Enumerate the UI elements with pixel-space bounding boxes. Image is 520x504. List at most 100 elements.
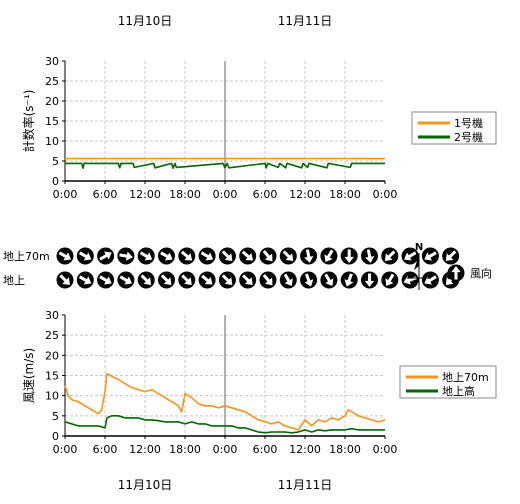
x-tick-label: 0:00: [213, 188, 238, 201]
y-tick-label: 10: [45, 390, 59, 403]
wind-arrow-icon: [421, 271, 439, 289]
y-axis-label: 計数率(s⁻¹): [21, 90, 36, 153]
wind-arrow-icon: [76, 271, 94, 289]
arrow-glyph: [78, 275, 92, 285]
x-tick-label: 6:00: [93, 188, 118, 201]
arrow-glyph: [344, 273, 354, 287]
x-tick-label: 12:00: [129, 443, 161, 456]
arrow-glyph: [58, 251, 72, 261]
x-tick-label: 18:00: [169, 188, 201, 201]
arrow-glyph: [262, 274, 273, 286]
y-tick-label: 30: [45, 309, 59, 322]
arrow-glyph: [241, 250, 254, 261]
arrow-glyph: [119, 275, 132, 285]
wind-arrow-icon: [97, 247, 115, 265]
wind-row-label-1: 地上70m: [3, 250, 50, 263]
legend-label-2: 2号機: [454, 130, 483, 144]
legend-label-2: 地上高: [442, 384, 475, 398]
arrow-glyph: [304, 273, 314, 287]
y-tick-label: 0: [52, 430, 59, 443]
x-tick-label: 0:00: [53, 188, 78, 201]
wind-arrow-icon: [158, 271, 175, 289]
wind-arrow-icon: [218, 271, 236, 289]
wind-arrow-icon: [117, 247, 135, 265]
arrow-glyph: [201, 274, 213, 285]
wind-arrow-icon: [320, 247, 338, 265]
x-tick-label: 6:00: [253, 443, 278, 456]
arrow-glyph: [404, 251, 417, 261]
wind-arrow-icon: [56, 271, 74, 289]
wind-arrow-icon: [361, 271, 378, 289]
north-compass-arrow: [414, 255, 419, 270]
arrow-glyph: [160, 251, 173, 261]
wind-arrow-icon: [178, 247, 196, 265]
arrow-glyph: [242, 274, 253, 285]
arrow-glyph: [324, 273, 334, 287]
wind-arrow-icon: [56, 247, 74, 265]
wind-arrow-icon: [259, 247, 277, 265]
arrow-glyph: [364, 273, 375, 287]
y-axis-label: 風速(m/s): [22, 348, 36, 403]
arrow-glyph: [99, 275, 112, 285]
wind-arrow-icon: [279, 247, 297, 265]
wind-arrow-icon: [381, 271, 399, 289]
legend-label-1: 地上70m: [442, 371, 489, 384]
wind-legend-arrow-icon: [447, 264, 465, 282]
wind-arrow-icon: [340, 247, 358, 265]
arrow-glyph: [451, 266, 461, 280]
wind-legend-label: 風向: [470, 266, 492, 280]
series-line-1: [64, 372, 386, 431]
arrow-glyph: [304, 249, 314, 263]
count-rate-chart: 0 5 10 15 20 25 30 0:00 6:00 12:00 18:00 0:00 6:00 12…: [21, 55, 497, 201]
arrow-glyph: [221, 274, 233, 285]
y-tick-label: 5: [52, 155, 59, 168]
wind-arrow-icon: [401, 271, 419, 289]
wind-arrow-icon: [239, 271, 257, 289]
wind-arrow-icon: [97, 271, 115, 289]
wind-arrow-icon: [198, 271, 216, 289]
arrow-glyph: [119, 251, 133, 261]
arrow-glyph: [384, 250, 396, 261]
x-tick-label: 18:00: [329, 188, 361, 201]
arrow-glyph: [344, 249, 354, 263]
date-labels-bottom: 11月10日 11月11日: [118, 478, 333, 492]
x-tick-label: 18:00: [169, 443, 201, 456]
arrow-glyph: [262, 250, 273, 262]
wind-arrow-icon: [137, 271, 155, 289]
wind-arrow-icon: [117, 271, 135, 289]
wind-arrow-icon: [300, 271, 318, 289]
x-tick-label: 18:00: [329, 443, 361, 456]
x-tick-label: 0:00: [53, 443, 78, 456]
x-tick-label: 12:00: [289, 443, 321, 456]
arrow-glyph: [139, 251, 153, 261]
arrow-glyph: [99, 251, 112, 261]
x-tick-label: 6:00: [93, 443, 118, 456]
series-line-2: [65, 162, 385, 169]
legend-box: [411, 111, 497, 145]
y-tick-label: 15: [45, 370, 59, 383]
y-tick-label: 10: [45, 135, 59, 148]
x-tick-label: 6:00: [253, 188, 278, 201]
date-label-top-day1: 11月10日: [118, 14, 173, 28]
wind-arrow-icon: [158, 247, 175, 265]
arrow-glyph: [324, 249, 334, 263]
arrow-glyph: [365, 249, 375, 263]
wind-arrow-icon: [401, 247, 419, 265]
arrow-glyph: [160, 274, 172, 285]
wind-arrow-icon: [198, 247, 216, 265]
x-tick-label: 0:00: [373, 188, 398, 201]
wind-arrow-icon: [300, 247, 318, 265]
date-labels-top: 11月10日 11月11日: [118, 14, 333, 28]
date-label-bottom-day1: 11月10日: [118, 478, 173, 492]
wind-arrow-icon: [76, 247, 94, 265]
wind-arrow-icon: [442, 247, 460, 265]
y-tick-label: 30: [45, 55, 59, 68]
date-label-top-day2: 11月11日: [278, 14, 333, 28]
wind-arrow-icon: [361, 247, 378, 265]
wind-arrow-icon: [178, 271, 196, 289]
x-tick-label: 12:00: [129, 188, 161, 201]
y-tick-label: 25: [45, 75, 59, 88]
arrow-glyph: [445, 250, 457, 261]
